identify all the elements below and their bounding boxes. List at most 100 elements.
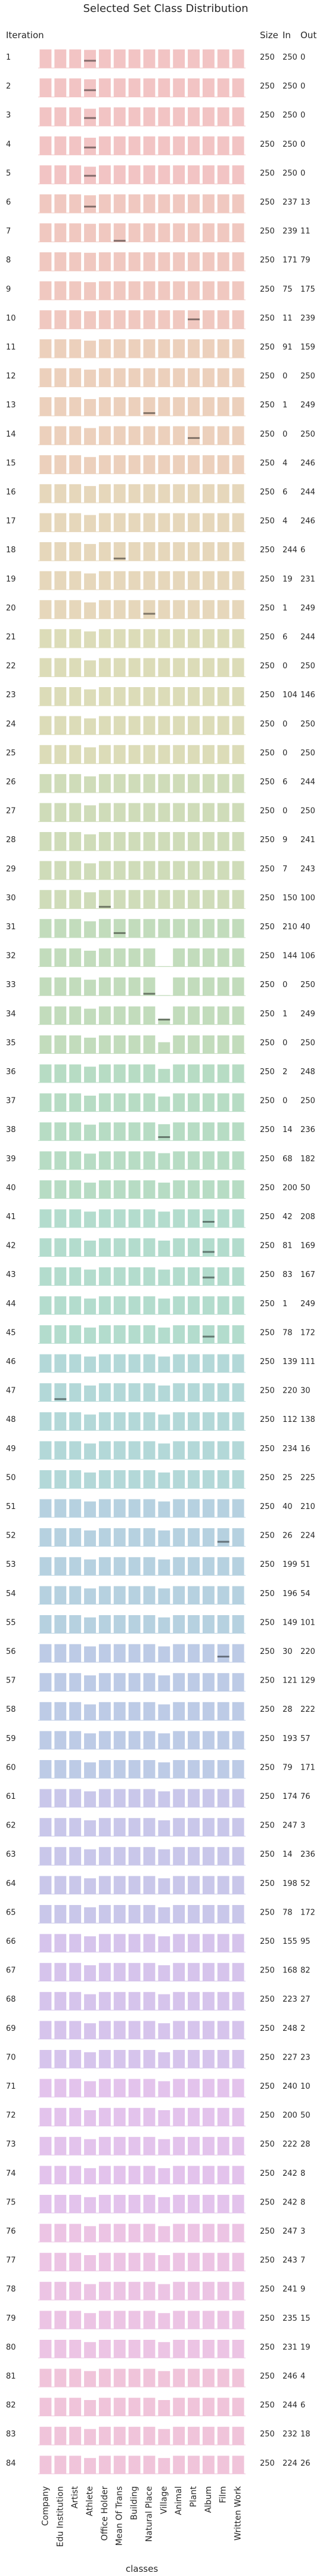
class-bar [114,194,126,213]
class-bar [84,777,96,793]
class-bar [99,2456,111,2473]
class-bar [143,1470,155,1488]
class-bar [69,832,81,851]
class-bar [218,1035,229,1053]
in-value: 79 [283,1763,293,1772]
class-bar [143,513,155,531]
class-bar [54,1702,66,1720]
class-bar [54,1180,66,1198]
class-bar [173,310,185,329]
in-value: 200 [283,1183,297,1192]
class-bar [173,2195,185,2213]
class-bar [143,50,155,68]
class-bar [54,484,66,503]
class-bar [84,138,96,155]
class-bar [69,50,81,68]
iteration-row: 1 250 250 0 [6,50,305,68]
class-bar [232,1355,244,1372]
class-bar [99,1441,111,1459]
size-value: 250 [260,1213,275,1221]
class-bar [99,1934,111,1952]
iteration-label: 1 [6,53,11,62]
iteration-row: 50 250 25 225 [6,1470,315,1488]
out-value: 236 [300,1125,315,1134]
class-bar [84,1443,96,1459]
size-value: 250 [260,111,275,120]
class-bar [114,1238,126,1256]
class-bar [69,1210,81,1227]
class-bar [114,1615,126,1633]
class-bar [232,2021,244,2039]
class-bar [218,542,229,561]
class-bar [203,1238,215,1256]
class-bar [232,1586,244,1604]
class-bar [158,1443,170,1459]
class-bar [188,2021,200,2039]
iteration-label: 18 [6,546,16,555]
class-bar [84,1066,96,1083]
out-value: 28 [300,2140,311,2149]
class-bar [114,1499,126,1517]
class-bar [99,1093,111,1111]
size-value: 250 [260,1589,275,1598]
size-value: 250 [260,2140,275,2149]
size-value: 250 [260,1097,275,1106]
class-bar [69,1238,81,1256]
class-bar [39,2021,51,2039]
class-bar [54,832,66,851]
class-bar [203,1412,215,1430]
x-tick-label: Building [130,2486,139,2520]
out-value: 0 [300,111,305,120]
in-value: 224 [283,2459,297,2468]
class-bar [39,861,51,880]
class-bar [232,2398,244,2416]
class-bar [114,282,126,300]
in-value: 155 [283,1937,297,1946]
iteration-row: 5 250 250 0 [6,165,305,184]
class-bar [69,716,81,735]
class-bar [99,2340,111,2358]
class-bar [218,1151,229,1169]
class-bar [173,1470,185,1488]
class-bar [158,252,170,271]
iteration-label: 32 [6,952,16,961]
class-bar [39,2050,51,2068]
iteration-label: 36 [6,1068,16,1077]
class-bar [84,660,96,676]
class-bar [173,1035,185,1053]
class-bar [69,2369,81,2387]
class-bar [143,629,155,648]
in-set-marker [143,993,155,995]
size-value: 250 [260,1502,275,1511]
class-bar [84,1501,96,1517]
class-bar [218,310,229,329]
class-bar [54,1296,66,1314]
class-bar [114,1065,126,1083]
class-bar [39,1180,51,1198]
class-bar [203,282,215,300]
class-bar [54,919,66,938]
class-bar [54,1238,66,1256]
class-bar [143,1355,155,1372]
class-bar [114,513,126,531]
class-bar [203,1963,215,1981]
class-bar [173,2427,185,2445]
size-value: 250 [260,1068,275,1077]
class-bar [143,2398,155,2416]
class-bar [54,1122,66,1140]
class-bar [232,1210,244,1227]
out-value: 30 [300,1387,311,1396]
out-value: 250 [300,430,315,439]
class-bar [69,2166,81,2184]
class-bar [39,513,51,531]
class-bar [99,1905,111,1923]
class-bar [232,484,244,503]
in-set-marker [84,89,96,91]
class-bar [69,194,81,213]
out-value: 10 [300,2082,311,2091]
out-value: 95 [300,1937,311,1946]
class-bar [99,137,111,155]
size-value: 250 [260,1357,275,1366]
class-bar [203,368,215,386]
